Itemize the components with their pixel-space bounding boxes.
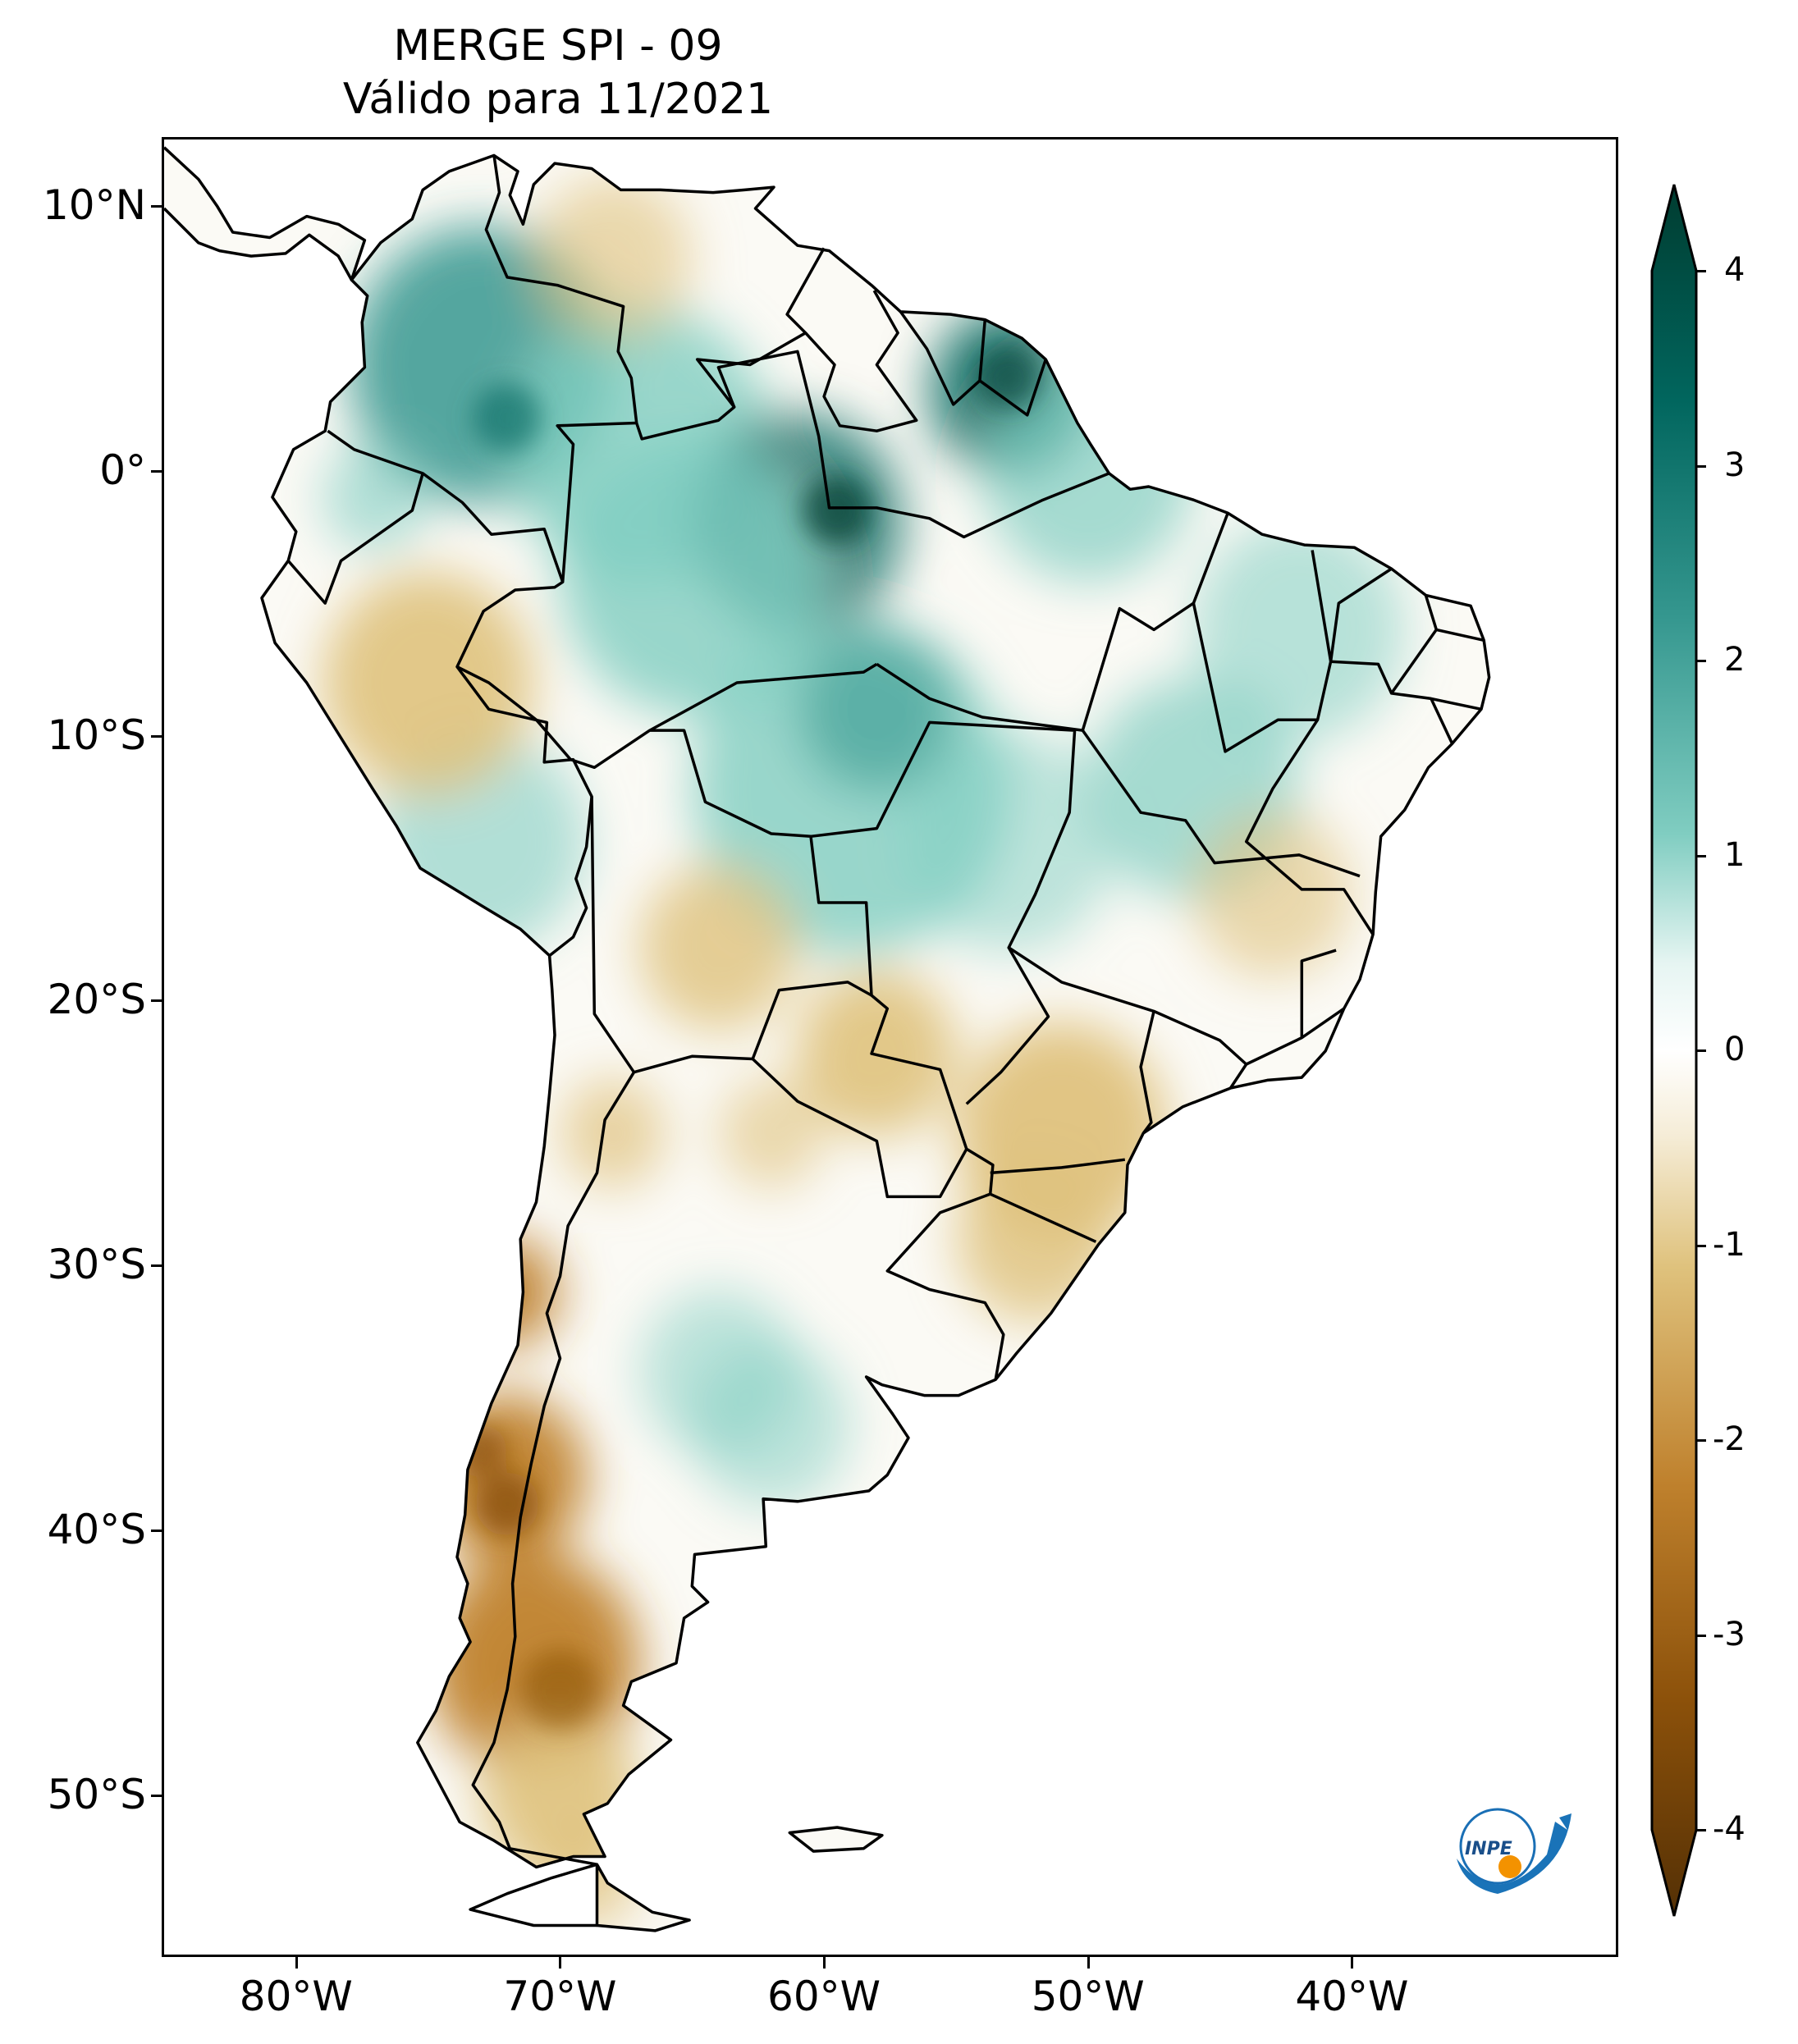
colorbar-tick xyxy=(1696,270,1706,272)
colorbar-tick-label: -3 xyxy=(1713,1615,1745,1653)
border-22 xyxy=(1244,719,1375,935)
border-3 xyxy=(556,421,637,583)
border-28 xyxy=(1300,949,1337,1038)
colorbar-tick-label: 2 xyxy=(1724,641,1745,679)
spi-anomaly-patch xyxy=(323,441,428,553)
colorbar: 4 3 2 1 0 -1 -2 -3 -4 xyxy=(1645,181,1745,1923)
spi-anomaly-patch xyxy=(322,571,534,794)
country-borders xyxy=(164,146,1491,1932)
border-7 xyxy=(471,1071,635,1866)
spi-anomaly-patch xyxy=(520,1649,600,1730)
latitude-tick-label: 40°S xyxy=(47,1506,146,1554)
spi-field xyxy=(164,147,1489,1931)
border-26 xyxy=(989,1192,1097,1243)
border-12 xyxy=(876,512,1229,732)
spi-anomaly-patch xyxy=(473,383,542,453)
border-15 xyxy=(1081,729,1361,878)
border-16 xyxy=(1192,550,1333,753)
longitude-tick-label: 40°W xyxy=(1295,1973,1409,2020)
colorbar-tick-label: 1 xyxy=(1724,835,1745,874)
border-6 xyxy=(751,1058,968,1199)
map-title: MERGE SPI - 09 xyxy=(393,21,723,71)
map-subtitle: Válido para 11/2021 xyxy=(342,75,774,124)
border-2 xyxy=(422,472,593,957)
border-23 xyxy=(1139,1010,1155,1134)
border-21 xyxy=(1435,628,1485,642)
latitude-tick xyxy=(151,734,162,738)
border-11 xyxy=(716,350,1110,539)
longitude-tick xyxy=(1351,1957,1354,1969)
colorbar-tick-label: 4 xyxy=(1724,251,1745,289)
spi-anomaly-patch xyxy=(533,1819,639,1931)
colorbar-tick xyxy=(1696,1049,1706,1052)
colorbar-tick-label: 3 xyxy=(1724,446,1745,484)
spi-anomaly-patch xyxy=(803,476,872,546)
latitude-tick-label: 10°S xyxy=(47,711,146,759)
border-20 xyxy=(1430,697,1454,745)
border-8 xyxy=(804,290,918,432)
border-1 xyxy=(286,429,424,605)
longitude-tick-label: 60°W xyxy=(767,1973,881,2020)
map-canvas xyxy=(164,146,1491,1932)
latitude-tick-label: 20°S xyxy=(47,976,146,1024)
colorbar-tick-label: -1 xyxy=(1713,1225,1745,1264)
colorbar-tick xyxy=(1696,1829,1706,1831)
spi-anomaly-patch xyxy=(1193,518,1405,742)
latitude-tick-label: 30°S xyxy=(47,1241,146,1289)
coastline-tierra-del-fuego-west xyxy=(469,1863,597,1927)
spi-anomaly-patch xyxy=(560,1077,666,1189)
spi-anomaly-patch xyxy=(718,1077,825,1189)
colorbar-tick xyxy=(1696,660,1706,662)
colorbar-tick xyxy=(1696,1634,1706,1637)
spi-anomaly-patch xyxy=(560,437,825,716)
latitude-tick xyxy=(151,1264,162,1268)
coastline xyxy=(260,153,1491,1869)
inpe-logo-text: INPE xyxy=(1465,1839,1512,1859)
colorbar-tick xyxy=(1696,1244,1706,1247)
border-25 xyxy=(990,1158,1126,1175)
border-10 xyxy=(978,359,1047,417)
colorbar-tick-label: -2 xyxy=(1713,1420,1745,1458)
border-14 xyxy=(810,720,1248,1090)
border-5 xyxy=(590,796,872,1074)
longitude-tick xyxy=(559,1957,562,1969)
inpe-logo: INPE xyxy=(1457,1808,1572,1894)
spi-anomaly-patch xyxy=(533,175,693,343)
latitude-tick-label: 10°N xyxy=(42,181,146,229)
spi-anomaly-patch xyxy=(454,1236,560,1348)
spi-anomaly-patch xyxy=(977,345,1041,410)
latitude-tick xyxy=(151,999,162,1003)
colorbar-tick-label: -4 xyxy=(1713,1810,1745,1848)
border-13 xyxy=(648,662,878,732)
longitude-tick-label: 80°W xyxy=(239,1973,353,2020)
latitude-tick xyxy=(151,469,162,473)
colorbar-gradient xyxy=(1650,184,1698,1917)
colorbar-tick xyxy=(1696,1439,1706,1442)
spi-anomaly-patch xyxy=(692,1341,851,1508)
colorbar-tick xyxy=(1696,854,1706,857)
longitude-tick-label: 50°W xyxy=(1031,1973,1145,2020)
latitude-tick xyxy=(151,1530,162,1533)
coastline-central-america xyxy=(164,146,367,281)
longitude-tick-label: 70°W xyxy=(503,1973,617,2020)
latitude-tick-label: 50°S xyxy=(47,1771,146,1819)
spi-anomaly-patch xyxy=(1193,811,1352,979)
latitude-tick xyxy=(151,204,162,208)
colorbar-tick xyxy=(1696,464,1706,468)
longitude-tick xyxy=(823,1957,826,1969)
map-area xyxy=(162,137,1618,1957)
longitude-tick xyxy=(1087,1957,1090,1969)
longitude-tick xyxy=(295,1957,298,1969)
latitude-tick-label: 0° xyxy=(99,446,146,494)
colorbar-tick-label: 0 xyxy=(1724,1031,1745,1068)
spi-anomaly-patch xyxy=(638,864,798,1031)
coastline-falklands xyxy=(788,1826,884,1853)
spi-anomaly-patch xyxy=(903,730,1114,953)
latitude-tick xyxy=(151,1795,162,1798)
border-24 xyxy=(965,947,1050,1105)
border-9 xyxy=(899,310,987,406)
border-18 xyxy=(1329,567,1393,662)
spi-anomaly-patch xyxy=(473,1270,515,1314)
spi-anomaly-patch xyxy=(475,1472,539,1536)
